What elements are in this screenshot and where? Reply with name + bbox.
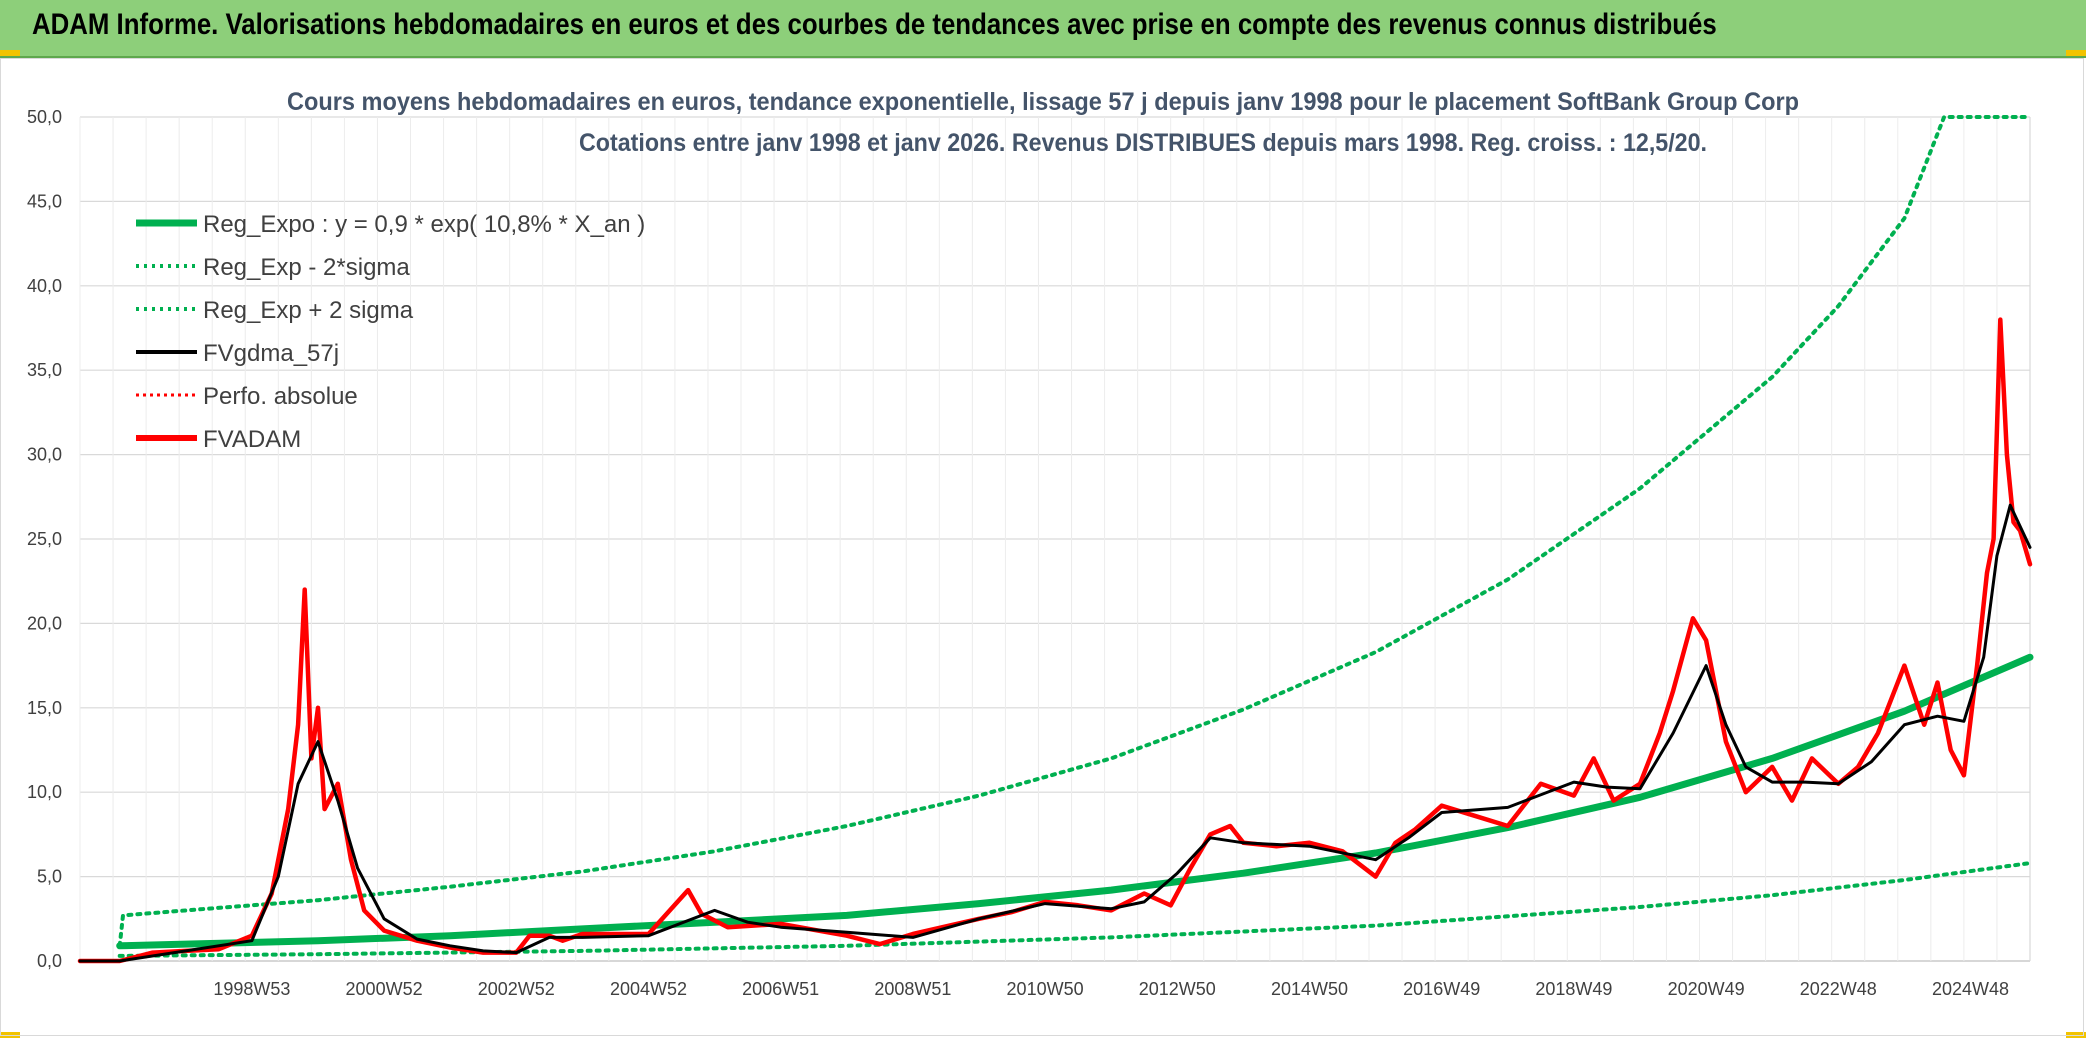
y-tick-label: 20,0 <box>27 613 62 633</box>
y-tick-label: 15,0 <box>27 698 62 718</box>
x-axis-ticks: 1998W53 2000W52 2002W52 2004W52 2006W51 2008W… <box>213 979 2009 999</box>
series-line-reg-expo-y-0-9-exp-10-8- <box>116 653 2034 950</box>
y-tick-label: 10,0 <box>27 782 62 802</box>
chart-title-line1: Cours moyens hebdomadaires en euros, ten… <box>287 88 1799 116</box>
legend-item-perfo-absolue: Perfo. absolue <box>136 383 358 410</box>
legend-label-reg-expo: Reg_Expo : y = 0,9 * exp( 10,8% * X_an ) <box>203 211 645 238</box>
chart-grid <box>79 116 2031 962</box>
legend-label-perfo-absolue: Perfo. absolue <box>203 383 358 410</box>
series-line-fvadam <box>77 317 2033 964</box>
legend-item-fvgdma: FVgdma_57j <box>136 340 339 367</box>
series-line-reg-exp-2-sigma <box>117 115 2032 948</box>
chart-title-line2: Cotations entre janv 1998 et janv 2026. … <box>579 129 1707 157</box>
y-axis-ticks: 0,0 5,0 10,0 15,0 20,0 25,0 30,0 35,0 40,0 45,0 50… <box>27 107 62 971</box>
series-line-reg-exp-2-sigma <box>117 861 2032 958</box>
corner-marker-right <box>2066 50 2086 56</box>
chart-series <box>77 115 2034 964</box>
x-tick-label: 2010W50 <box>1007 979 1084 999</box>
y-tick-label: 50,0 <box>27 107 62 127</box>
x-tick-label: 2004W52 <box>610 979 687 999</box>
x-tick-label: 2002W52 <box>478 979 555 999</box>
chart-legend: Reg_Expo : y = 0,9 * exp( 10,8% * X_an )… <box>136 211 645 453</box>
x-tick-label: 2016W49 <box>1403 979 1480 999</box>
x-tick-label: 1998W53 <box>213 979 290 999</box>
x-tick-label: 2012W50 <box>1139 979 1216 999</box>
legend-label-fvgdma: FVgdma_57j <box>203 340 339 367</box>
chart: 0,0 5,0 10,0 15,0 20,0 25,0 30,0 35,0 40,0 45,0 50… <box>27 88 2034 999</box>
x-tick-label: 2020W49 <box>1668 979 1745 999</box>
y-tick-label: 0,0 <box>37 951 62 971</box>
x-tick-label: 2008W51 <box>874 979 951 999</box>
y-tick-label: 35,0 <box>27 360 62 380</box>
legend-label-fvadam: FVADAM <box>203 426 301 453</box>
legend-label-reg-exp-minus: Reg_Exp - 2*sigma <box>203 254 410 281</box>
legend-item-reg-exp-minus: Reg_Exp - 2*sigma <box>136 254 410 281</box>
corner-marker-left <box>0 50 20 56</box>
legend-item-reg-expo: Reg_Expo : y = 0,9 * exp( 10,8% * X_an ) <box>136 211 645 238</box>
legend-label-reg-exp-plus: Reg_Exp + 2 sigma <box>203 297 414 324</box>
y-tick-label: 30,0 <box>27 445 62 465</box>
y-tick-label: 45,0 <box>27 191 62 211</box>
chart-frame: 0,0 5,0 10,0 15,0 20,0 25,0 30,0 35,0 40,0 45,0 50… <box>0 58 2084 1036</box>
x-tick-label: 2000W52 <box>346 979 423 999</box>
series-line-fvgdma-57j <box>78 503 2032 963</box>
legend-item-fvadam: FVADAM <box>136 426 301 453</box>
page-title: ADAM Informe. Valorisations hebdomadaire… <box>32 8 1717 41</box>
x-tick-label: 2018W49 <box>1535 979 1612 999</box>
y-tick-label: 5,0 <box>37 867 62 887</box>
legend-item-reg-exp-plus: Reg_Exp + 2 sigma <box>136 297 414 324</box>
x-tick-label: 2006W51 <box>742 979 819 999</box>
x-tick-label: 2024W48 <box>1932 979 2009 999</box>
y-tick-label: 40,0 <box>27 276 62 296</box>
x-tick-label: 2014W50 <box>1271 979 1348 999</box>
header-banner: ADAM Informe. Valorisations hebdomadaire… <box>0 0 2086 58</box>
y-tick-label: 25,0 <box>27 529 62 549</box>
x-tick-label: 2022W48 <box>1800 979 1877 999</box>
